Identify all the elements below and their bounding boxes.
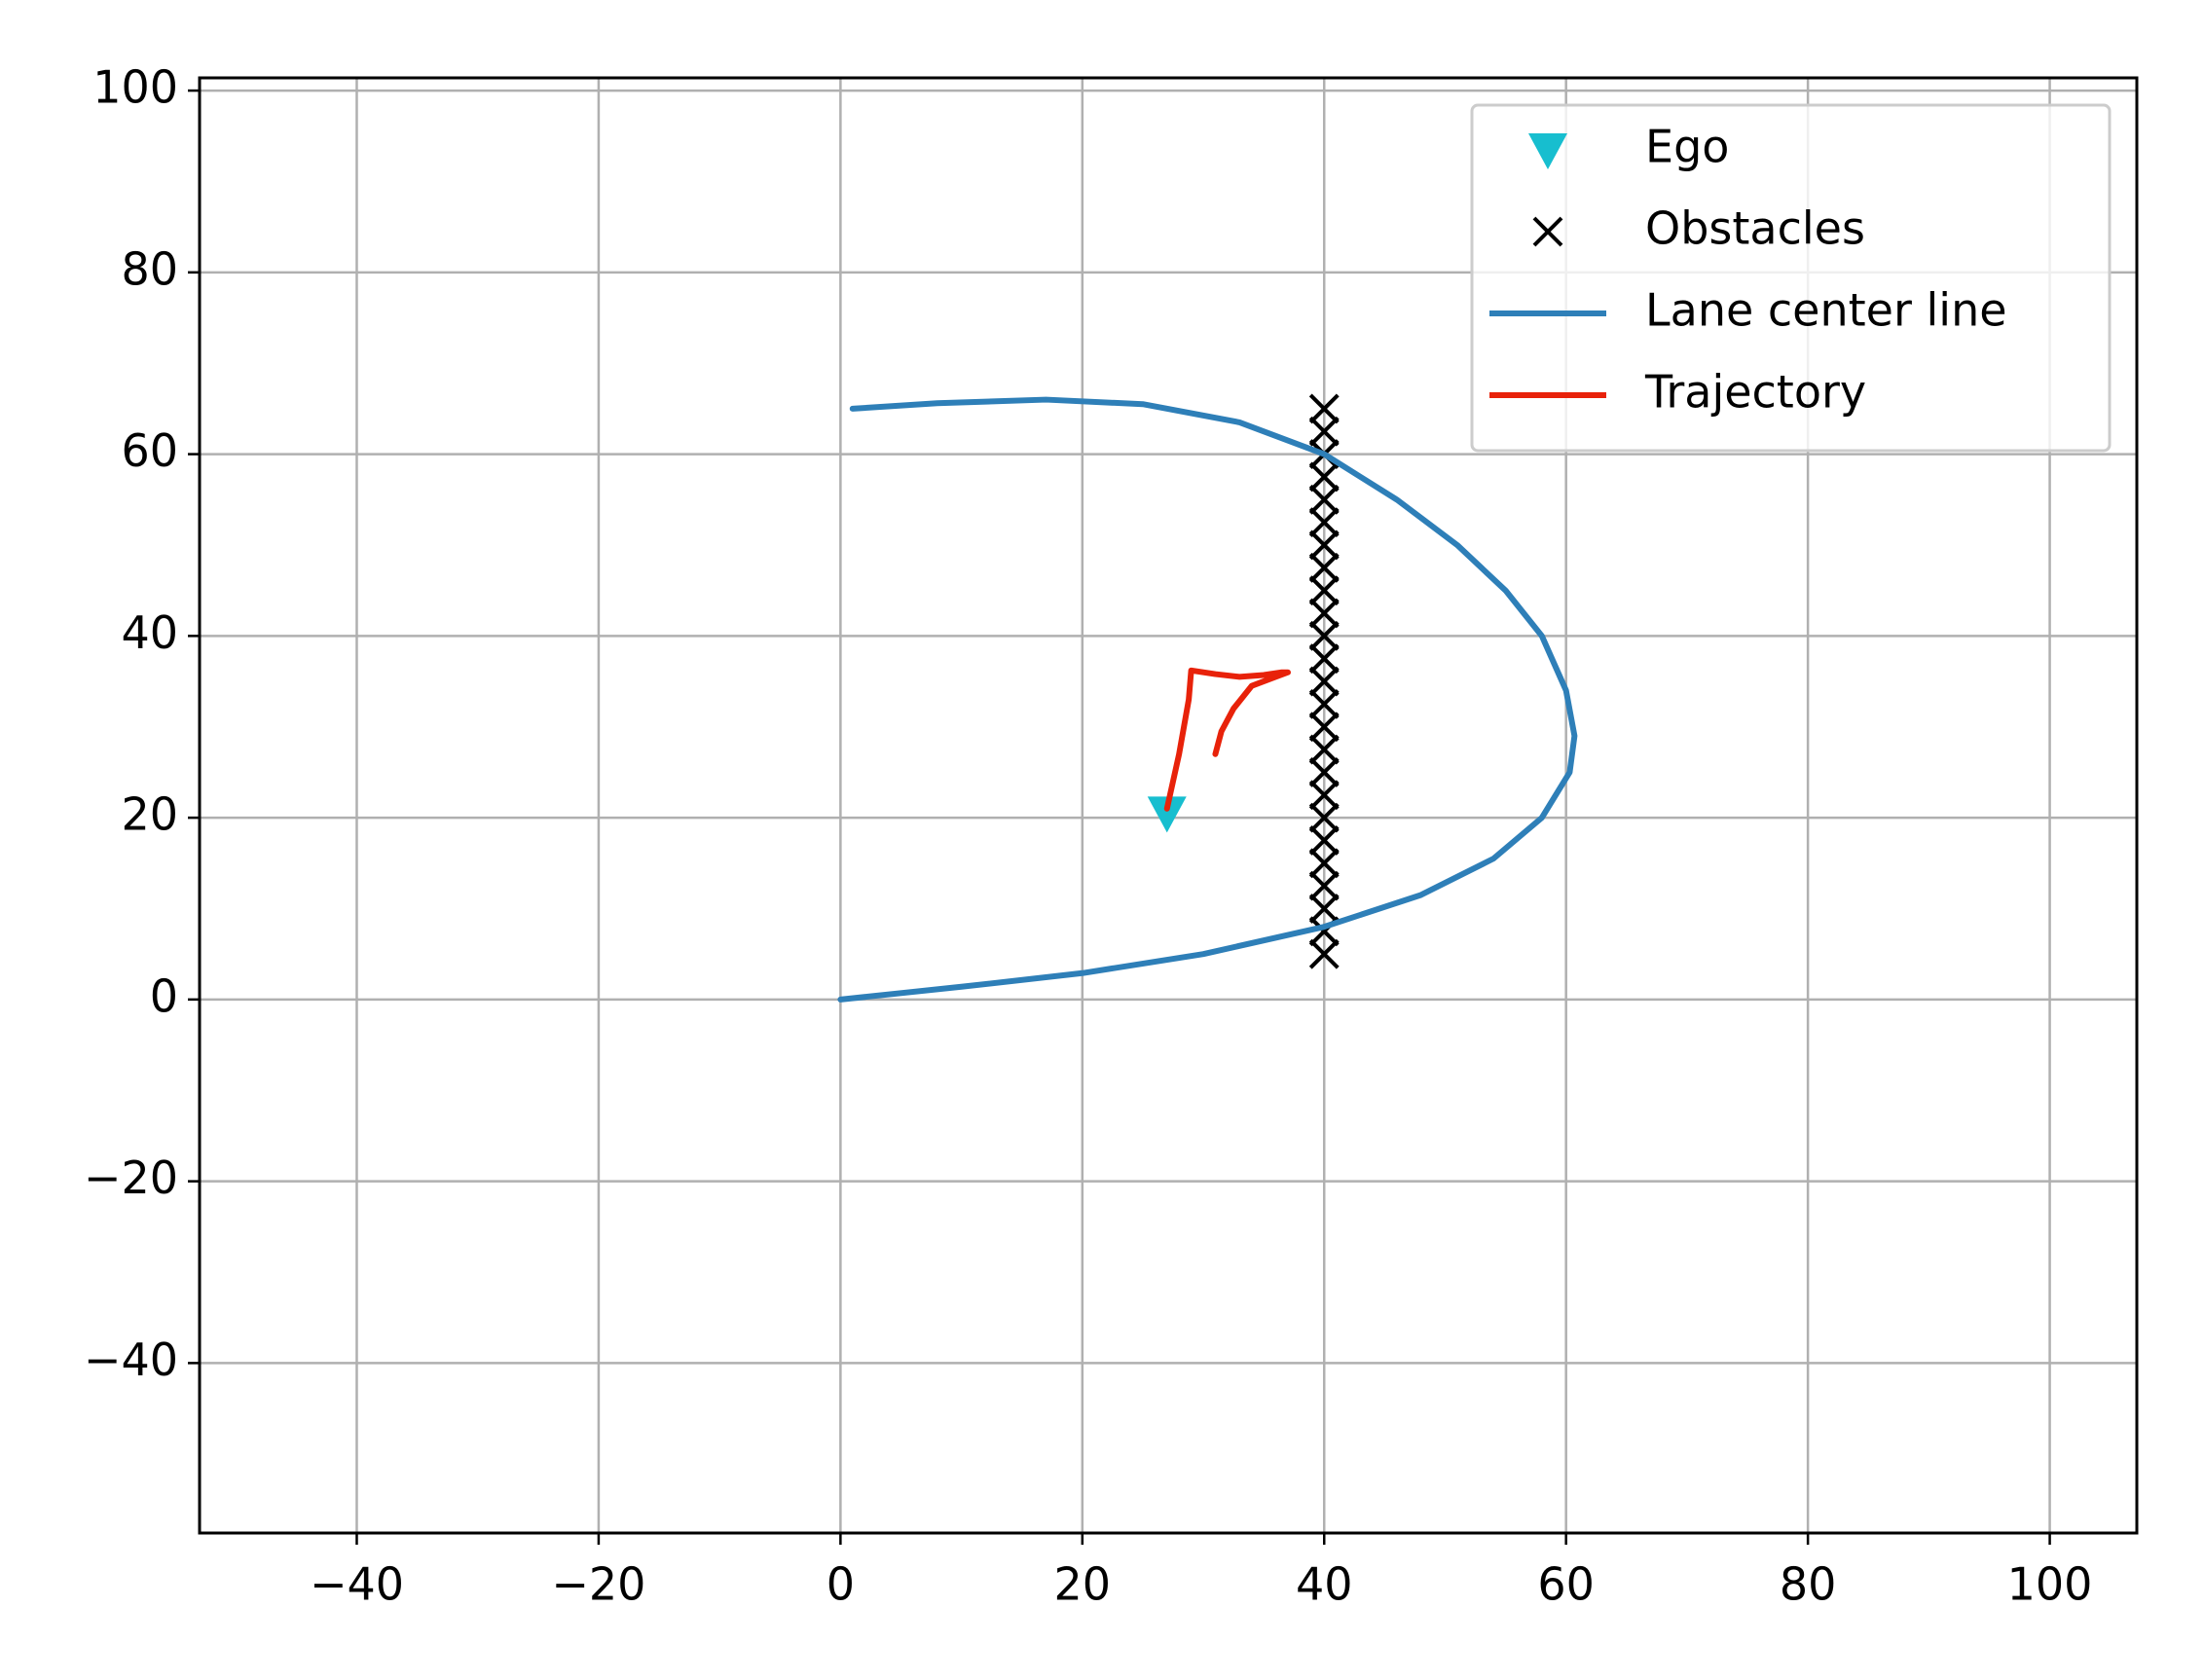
obstacle-marker <box>1308 870 1340 901</box>
legend-label: Obstacles <box>1645 202 1865 255</box>
y-tick-label: 100 <box>92 61 178 114</box>
y-tick-label: −40 <box>84 1333 178 1386</box>
legend-label: Ego <box>1645 121 1729 173</box>
obstacle-marker <box>1532 216 1563 247</box>
legend-box <box>1470 103 2112 453</box>
obstacle-marker <box>1308 643 1340 675</box>
x-tick-label: −40 <box>310 1558 404 1611</box>
obstacle-marker <box>1308 666 1340 697</box>
obstacle-marker <box>1308 712 1340 743</box>
legend-label: Lane center line <box>1645 284 2007 337</box>
obstacle-marker <box>1308 461 1340 493</box>
x-tick-label: 20 <box>1054 1558 1112 1611</box>
legend: Ego Obstacles Lane center line Trajectory <box>1470 103 2112 453</box>
ego-marker <box>1528 133 1567 169</box>
x-tick-label: 100 <box>2007 1558 2093 1611</box>
obstacle-marker <box>1308 507 1340 538</box>
obstacle-marker <box>1308 938 1340 969</box>
y-tick-label: 80 <box>121 242 178 295</box>
obstacle-marker <box>1308 825 1340 856</box>
plot-data <box>837 393 1578 1003</box>
obstacle-marker <box>1308 484 1340 515</box>
series-line <box>1163 667 1291 812</box>
obstacle-marker <box>1308 848 1340 879</box>
obstacle-marker <box>1308 530 1340 561</box>
obstacle-marker <box>1308 393 1340 424</box>
obstacle-marker <box>1308 802 1340 833</box>
obstacle-marker <box>1308 734 1340 765</box>
x-tick-label: 40 <box>1296 1558 1353 1611</box>
axes-frame <box>198 76 2139 1535</box>
y-tick-label: 20 <box>121 788 178 841</box>
x-tick-label: −20 <box>551 1558 645 1611</box>
y-tick-label: 40 <box>121 606 178 659</box>
y-tick-label: 0 <box>150 969 178 1022</box>
obstacle-marker <box>1308 620 1340 651</box>
x-tick-label: 0 <box>826 1558 855 1611</box>
x-tick-label: 60 <box>1537 1558 1595 1611</box>
obstacle-marker <box>1308 894 1340 924</box>
legend-label: Trajectory <box>1644 366 1866 419</box>
obstacle-marker <box>1308 780 1340 811</box>
obstacle-marker <box>1308 598 1340 629</box>
y-tick-label: 60 <box>121 424 178 477</box>
y-tick-label: −20 <box>84 1151 178 1204</box>
x-tick-label: 80 <box>1780 1558 1837 1611</box>
obstacle-marker <box>1308 416 1340 447</box>
obstacle-marker <box>1308 575 1340 606</box>
ego-marker <box>1147 796 1187 833</box>
obstacle-marker <box>1308 688 1340 719</box>
obstacle-marker <box>1308 757 1340 787</box>
obstacle-marker <box>1308 552 1340 583</box>
series-line <box>837 396 1578 1003</box>
